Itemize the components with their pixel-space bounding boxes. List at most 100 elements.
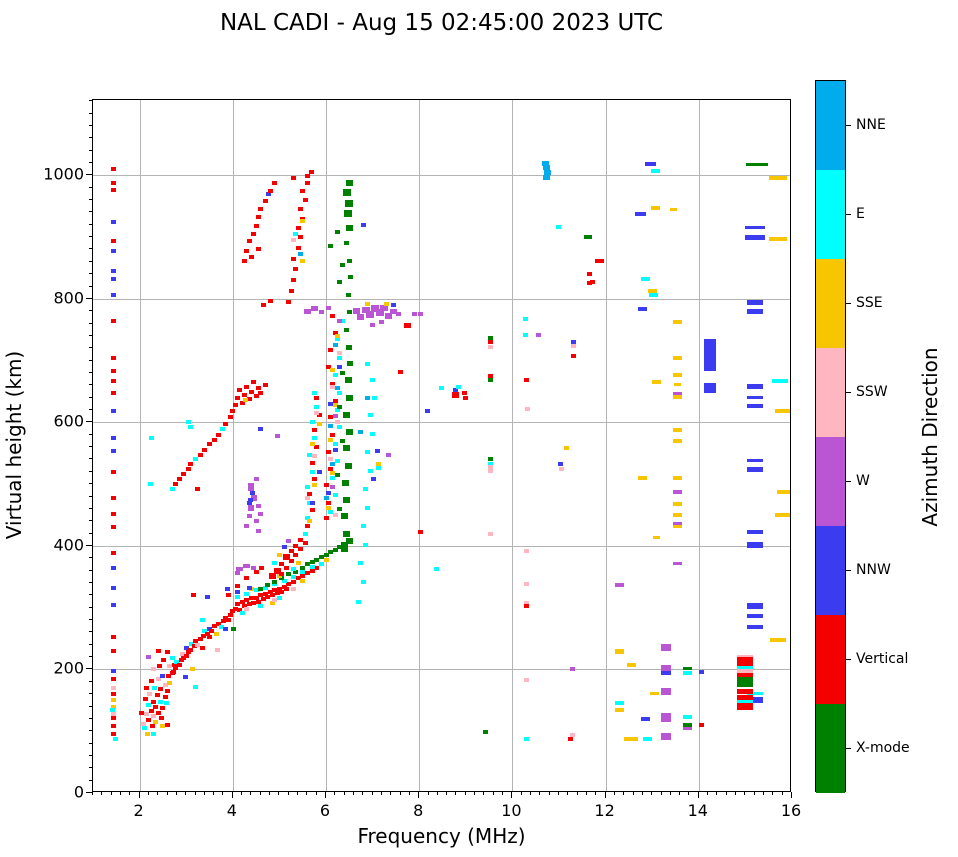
data-point-w [673, 392, 683, 396]
data-point-vertical [161, 658, 167, 663]
x-minor-tick [408, 792, 410, 795]
data-point-vertical [207, 442, 212, 447]
data-point-sse [774, 513, 790, 518]
data-point-ssw [214, 647, 220, 652]
data-point-vertical [192, 644, 198, 648]
data-point-e [370, 431, 376, 436]
data-point-vertical [211, 437, 217, 442]
data-point-vertical [308, 170, 314, 175]
y-gridline [93, 545, 790, 547]
x-minor-tick [250, 792, 252, 795]
data-point-ssw [304, 495, 310, 500]
data-point-e [737, 665, 754, 669]
data-point-vertical [232, 403, 238, 408]
data-point-nnw [111, 293, 117, 298]
data-point-e [311, 435, 317, 440]
data-point-nnw [746, 603, 763, 610]
data-point-sse [376, 462, 382, 467]
data-point-nnw [160, 673, 166, 678]
data-point-sse [242, 397, 248, 402]
data-point-x-mode [345, 224, 353, 231]
data-point-vertical [258, 207, 264, 212]
data-point-vertical [293, 543, 299, 548]
colorbar-segment-sse [816, 259, 845, 348]
x-minor-tick [744, 792, 746, 795]
data-point-x-mode [344, 241, 350, 246]
data-point-x-mode [339, 371, 345, 375]
data-point-w [275, 434, 281, 438]
data-point-x-mode [737, 681, 754, 687]
x-major-tick [418, 792, 420, 798]
data-point-nne [544, 170, 552, 176]
data-point-vertical [302, 198, 308, 203]
data-point-vertical [523, 604, 529, 609]
data-point-nne [358, 429, 364, 434]
data-point-w [390, 308, 398, 314]
data-point-e [148, 482, 154, 487]
data-point-w [661, 688, 672, 696]
data-point-w [244, 524, 250, 529]
y-minor-tick [89, 112, 92, 114]
x-minor-tick [530, 792, 532, 795]
y-minor-tick [89, 433, 92, 435]
colorbar-tick [846, 569, 851, 571]
data-point-sse [769, 176, 788, 181]
data-point-vertical [297, 547, 303, 552]
data-point-w [234, 571, 240, 576]
data-point-x-mode [231, 626, 237, 631]
y-tick-label: 200 [53, 658, 84, 678]
data-point-x-mode [343, 496, 351, 503]
data-point-w [310, 306, 318, 312]
data-point-vertical [311, 427, 317, 432]
data-point-e [276, 595, 282, 600]
data-point-nnw [704, 347, 717, 355]
data-point-vertical [248, 389, 254, 394]
y-tick-label: 800 [53, 288, 84, 308]
y-minor-tick [89, 619, 92, 621]
data-point-e [193, 684, 199, 689]
data-point-vertical [314, 445, 320, 450]
data-point-x-mode [345, 179, 353, 186]
data-point-vertical [188, 462, 194, 467]
data-point-vertical [172, 662, 178, 667]
data-point-nnw [360, 222, 366, 227]
data-point-e [112, 736, 118, 741]
y-minor-tick [89, 248, 92, 250]
data-point-ssw [487, 345, 493, 350]
data-point-e [309, 564, 315, 569]
data-point-e [218, 625, 224, 630]
x-minor-tick [716, 792, 718, 795]
data-point-nnw [746, 530, 763, 535]
data-point-e [372, 395, 378, 400]
data-point-vertical [165, 650, 171, 655]
colorbar-segment-w [816, 437, 845, 526]
data-point-sse [673, 501, 683, 506]
data-point-ssw [487, 465, 493, 474]
data-point-vertical [304, 571, 310, 576]
data-point-e [523, 736, 529, 741]
y-minor-tick [89, 742, 92, 744]
data-point-vertical [191, 592, 197, 597]
data-point-e [272, 561, 278, 566]
data-point-e [293, 232, 299, 237]
data-point-sse [651, 206, 661, 211]
data-point-e [363, 542, 369, 547]
data-point-vertical [302, 540, 308, 545]
data-point-vertical [595, 259, 601, 264]
data-point-w [258, 511, 264, 516]
data-point-vertical [330, 314, 336, 319]
data-point-sse [777, 490, 790, 495]
data-point-vertical [160, 705, 166, 710]
data-point-sse [673, 372, 683, 377]
data-point-vertical [293, 553, 299, 558]
data-point-w [661, 732, 672, 740]
colorbar-label-w: W [856, 472, 870, 489]
data-point-ssw [523, 548, 529, 553]
data-point-vertical [237, 608, 243, 613]
x-tick-label: 12 [594, 801, 615, 820]
data-point-nnw [425, 409, 431, 414]
colorbar-label-ssw: SSW [856, 383, 888, 400]
data-point-nnw [111, 276, 117, 281]
y-minor-tick [89, 532, 92, 534]
y-minor-tick [89, 507, 92, 509]
